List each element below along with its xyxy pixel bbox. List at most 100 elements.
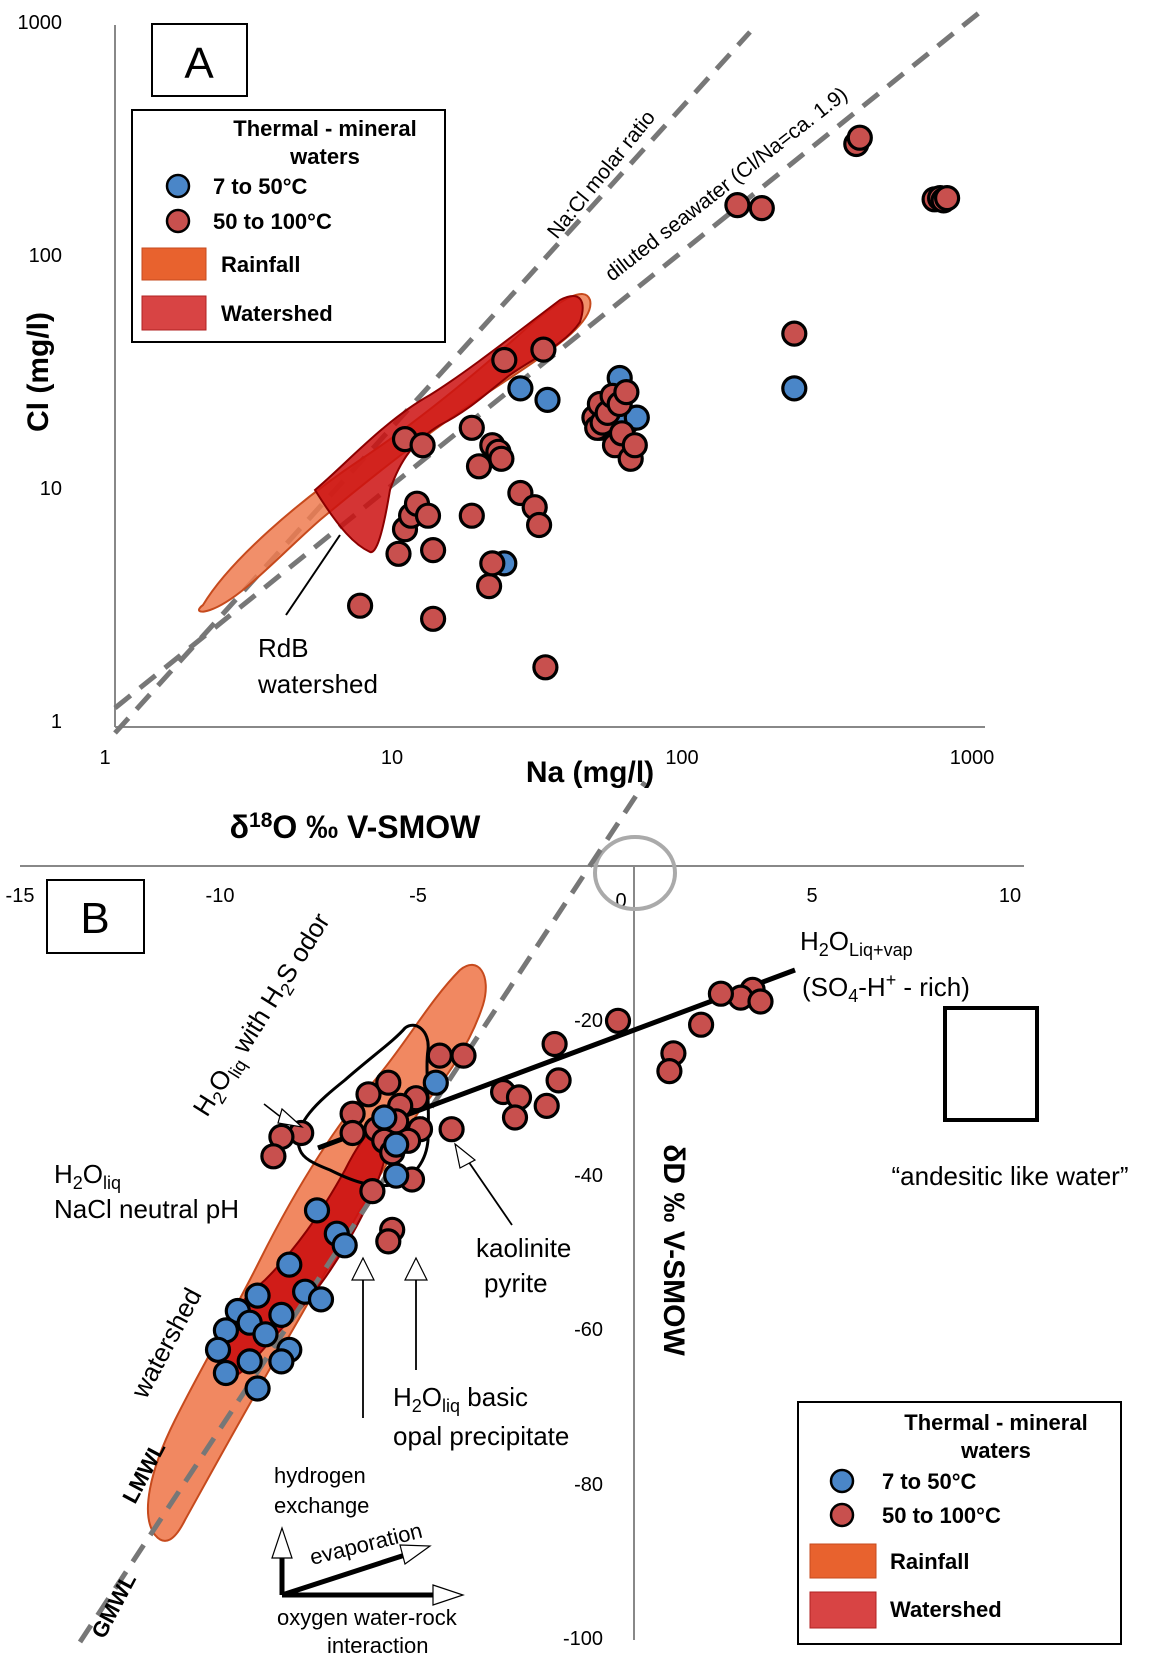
panel-b-xtick-m15: -15 [6, 885, 35, 907]
panel-a-legend-watershed-label: Watershed [221, 301, 333, 326]
panel-b-xtick-0: 0 [615, 890, 626, 912]
panel-a-y-label: Cl (mg/l) [22, 312, 55, 432]
panel-b-ytick-m20: -20 [574, 1010, 603, 1032]
panel-a-x-label: Na (mg/l) [526, 756, 654, 789]
panel-b-point-50-100 [438, 1116, 465, 1143]
panel-a-point-50-100 [846, 124, 873, 151]
panel-b-point-7-50 [244, 1375, 271, 1402]
panel-b-point-50-100 [339, 1119, 366, 1147]
panel-a-point-50-100 [458, 502, 485, 529]
panel-b-point-50-100 [375, 1228, 402, 1255]
panel-b-h2o-basic-label: H2Oliq basic [393, 1382, 528, 1416]
panel-a-point-50-100 [414, 502, 442, 529]
panel-b-origin-circle [593, 835, 677, 911]
panel-b-exchange-label: exchange [274, 1493, 369, 1518]
panel-b-point-50-100 [375, 1069, 402, 1096]
panel-a-point-50-100 [748, 195, 775, 222]
panel-a-watershed-label: watershed [257, 669, 378, 699]
panel-b-point-7-50 [204, 1336, 232, 1363]
panel-b-legend-red-label: 50 to 100°C [882, 1503, 1001, 1528]
panel-a-point-50-100 [933, 185, 961, 212]
panel-b-point-50-100 [545, 1067, 572, 1094]
panel-b-label-box [46, 879, 145, 954]
panel-a-legend-rainfall-label: Rainfall [221, 252, 300, 277]
panel-b-point-50-100 [355, 1081, 382, 1108]
panel-a-point-50-100 [532, 654, 559, 681]
panel-b-label: B [80, 894, 109, 943]
panel-b-xtick-10: 10 [999, 885, 1021, 907]
panel-b-point-7-50 [383, 1131, 410, 1158]
panel-a-point-50-100 [385, 540, 412, 567]
panel-a-axes [114, 25, 985, 728]
panel-b-point-7-50 [244, 1282, 271, 1309]
panel-b-hydrogen-label: hydrogen [274, 1463, 366, 1488]
panel-b-point-7-50 [268, 1301, 295, 1329]
panel-b-point-50-100 [359, 1177, 386, 1205]
panel-b-point-7-50 [371, 1104, 398, 1131]
panel-b-legend-title-1: Thermal - mineral [904, 1410, 1087, 1435]
panel-b-xtick-m5: -5 [409, 885, 427, 907]
panel-b-legend-red-marker [829, 1502, 855, 1528]
panel-b-gmwl-label: GMWL [86, 1569, 141, 1642]
panel-b-point-7-50 [212, 1359, 239, 1387]
panel-b-kaolinite-arrow [454, 1142, 513, 1226]
panel-a-legend-red-label: 50 to 100°C [213, 209, 332, 234]
panel-b-point-7-50 [236, 1348, 263, 1375]
panel-b: δ18O ‰ V-SMOW -15 -10 -5 0 5 10 -20 -40 … [6, 780, 1128, 1658]
panel-b-basic-arrow-1 [351, 1256, 375, 1418]
panel-b-ytick-m60: -60 [574, 1319, 603, 1341]
panel-b-legend-title-2: waters [960, 1438, 1031, 1463]
panel-b-basic-arrow-2 [404, 1256, 428, 1370]
panel-b-point-50-100 [450, 1042, 477, 1069]
panel-b-pyrite-label: pyrite [484, 1268, 548, 1298]
panel-a-ytick-10: 10 [40, 478, 62, 500]
panel-a-legend-blue-label: 7 to 50°C [213, 174, 307, 199]
panel-a-xtick-1: 1 [99, 747, 110, 769]
panel-a-rdb-label: RdB [258, 633, 309, 663]
panel-b-h2o-liq-vap-label: H2OLiq+vap [800, 926, 913, 960]
panel-b-legend-rainfall-label: Rainfall [890, 1549, 969, 1574]
panel-a-label: A [184, 39, 214, 88]
panel-a-point-7-50 [781, 375, 808, 402]
panel-a-xtick-100: 100 [665, 747, 698, 769]
panel-a-point-50-100 [613, 379, 640, 406]
panel-b-point-50-100 [656, 1057, 683, 1085]
panel-a-xtick-1000: 1000 [950, 747, 995, 769]
panel-b-xtick-5: 5 [806, 885, 817, 907]
panel-b-point-7-50 [307, 1286, 335, 1313]
panel-b-ytick-m80: -80 [574, 1474, 603, 1496]
panel-a-point-50-100 [420, 605, 447, 632]
panel-b-x-label: δ18O ‰ V-SMOW [230, 809, 482, 845]
panel-b-ytick-m100: -100 [563, 1628, 603, 1650]
panel-b-so4-label: (SO4-H+ - rich) [802, 970, 970, 1006]
panel-b-ytick-m40: -40 [574, 1165, 603, 1187]
panel-b-h2o-liq-label: H2Oliq [54, 1159, 121, 1193]
panel-b-process-arrows [271, 1526, 465, 1606]
panel-b-h2s-label: H2Oliq with H2S odor [187, 907, 340, 1123]
panel-b-point-7-50 [252, 1321, 279, 1348]
panel-b-legend: Thermal - mineral waters 7 to 50°C 50 to… [797, 1401, 1122, 1645]
panel-b-point-7-50 [383, 1162, 410, 1189]
panel-b-point-7-50 [422, 1069, 449, 1096]
panel-a-xtick-10: 10 [381, 747, 403, 769]
panel-a-point-50-100 [621, 432, 648, 459]
panel-b-point-50-100 [426, 1042, 453, 1069]
panel-a-point-50-100 [491, 346, 518, 374]
panel-a: 1000 100 10 1 1 10 100 1000 Na (mg/l) Cl… [18, 6, 995, 789]
panel-b-point-50-100 [501, 1104, 529, 1131]
panel-b-kaolinite-label: kaolinite [476, 1233, 571, 1263]
panel-a-label-box [151, 23, 248, 97]
panel-a-point-7-50 [507, 375, 534, 402]
panel-b-legend-rainfall-swatch [809, 1543, 877, 1579]
panel-b-gmwl-line [77, 780, 648, 1644]
panel-a-legend-title-2: waters [289, 144, 360, 169]
panel-a-point-7-50 [534, 386, 561, 413]
panel-a-legend: Thermal - mineral waters 7 to 50°C 50 to… [131, 109, 446, 343]
panel-b-point-50-100 [604, 1007, 632, 1034]
panel-a-point-50-100 [525, 511, 553, 539]
panel-a-point-50-100 [458, 414, 485, 441]
panel-b-h2s-arrow [263, 1103, 304, 1128]
panel-a-legend-watershed-swatch [141, 295, 207, 331]
panel-a-points [347, 124, 961, 681]
panel-b-point-50-100 [541, 1030, 568, 1058]
